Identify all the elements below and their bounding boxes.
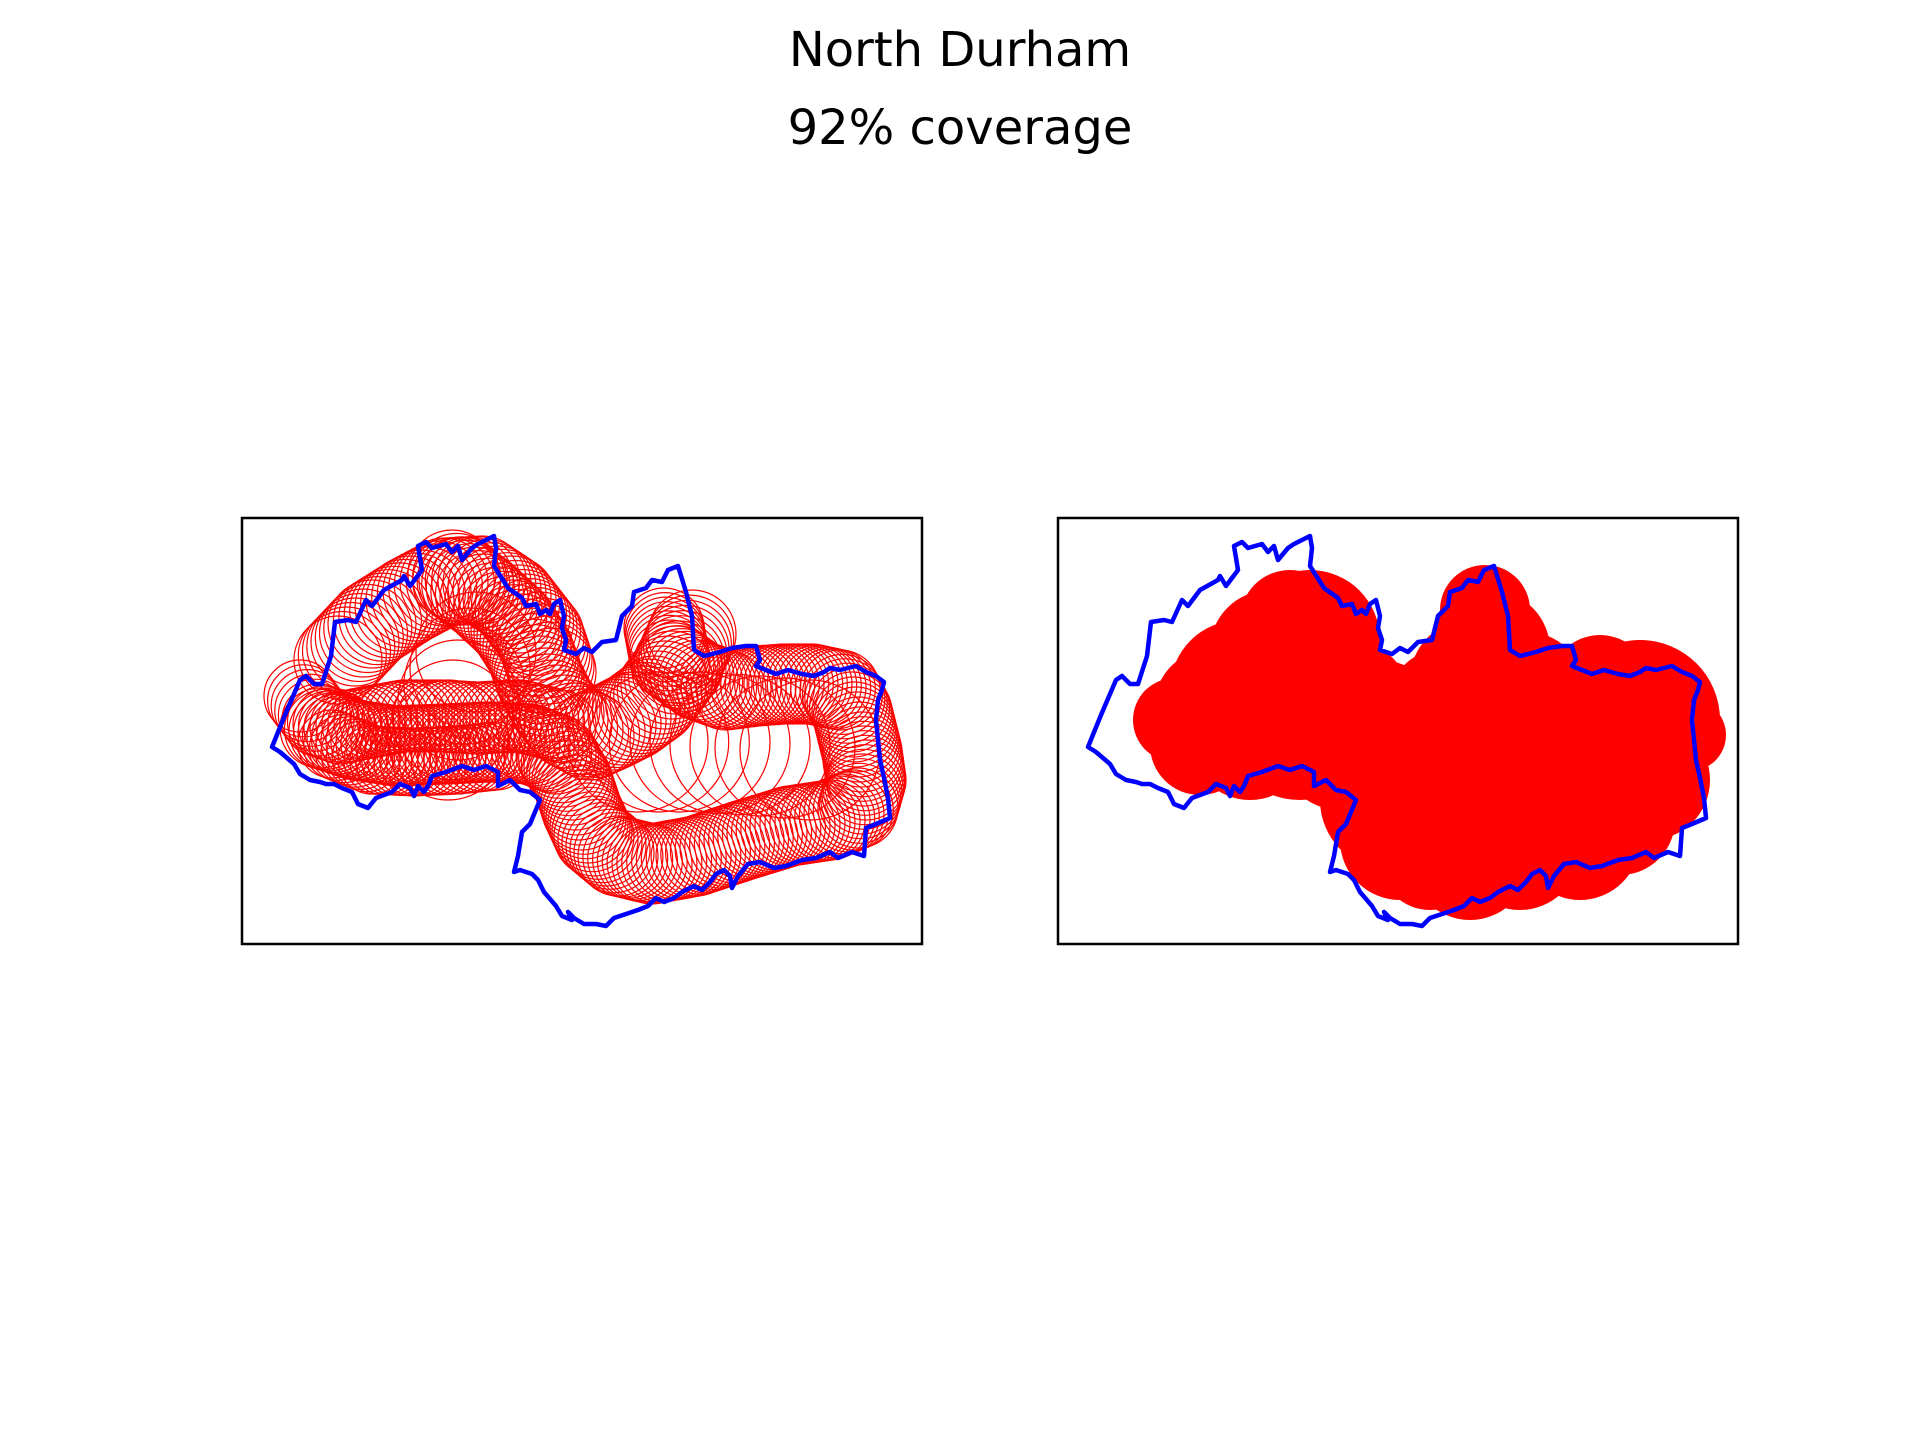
coverage-circle-outline <box>641 627 723 710</box>
coverage-circle-outline <box>818 762 900 844</box>
coverage-circle-fill <box>1600 640 1680 720</box>
coverage-circle-outline <box>633 622 715 704</box>
coverage-circle-outline <box>608 671 750 813</box>
coverage-circle-outline <box>700 647 782 729</box>
coverage-circle-outline <box>349 565 439 655</box>
coverage-circle-outline <box>267 664 341 738</box>
coverage-circle-outline <box>650 816 732 898</box>
coverage-circle-outline <box>323 583 413 674</box>
coverage-circle-outline <box>606 822 688 904</box>
coverage-circle-outline <box>645 594 735 684</box>
coverage-circle-outline <box>657 639 739 721</box>
coverage-circle-outline <box>804 658 886 740</box>
coverage-circle-outline <box>376 549 466 639</box>
panel-frame-right <box>1056 516 1740 946</box>
coverage-circle-outline <box>360 558 450 649</box>
coverage-circle-outline <box>314 592 404 683</box>
coverage-circle-outline <box>627 630 717 720</box>
coverage-circle-outline <box>649 672 791 814</box>
panel-frame-left <box>240 516 924 946</box>
coverage-circle-outline <box>409 607 531 729</box>
coverage-circle-outline <box>523 726 605 808</box>
coverage-circle-outline <box>817 767 899 849</box>
district-boundary-right <box>1085 533 1709 929</box>
coverage-circle-fill <box>1280 720 1360 800</box>
coverage-circle-outline <box>821 753 903 835</box>
outline-circles-panel <box>240 516 924 946</box>
coverage-circle-outline <box>689 675 831 817</box>
coverage-circle-outline <box>523 689 597 763</box>
coverage-circle-outline <box>596 819 679 902</box>
coverage-circle-outline <box>392 659 514 781</box>
coverage-circle-outline <box>806 662 888 744</box>
coverage-circle-outline <box>354 562 444 652</box>
coverage-circle-outline <box>397 639 519 761</box>
figure-title: North Durham <box>788 22 1132 78</box>
coverage-circle-outline <box>387 679 509 801</box>
coverage-circle-outline <box>549 786 631 868</box>
coverage-circle-outline <box>477 568 568 659</box>
coverage-circle-fill <box>1150 695 1250 795</box>
coverage-circle-outline <box>588 671 730 813</box>
coverage-circle-outline <box>481 573 571 663</box>
coverage-circle-outline <box>567 681 657 771</box>
coverage-circle-outline <box>620 640 710 730</box>
coverage-circle-outline <box>676 646 758 728</box>
coverage-circle-outline <box>518 717 600 799</box>
coverage-circle-outline <box>301 694 384 777</box>
coverage-circle-outline <box>820 758 902 840</box>
coverage-circle-outline <box>415 591 537 713</box>
coverage-circle-outline <box>730 790 813 873</box>
coverage-circle-outlines <box>263 529 907 905</box>
coverage-circle-outline <box>623 587 705 669</box>
coverage-subtitle: 92% coverage <box>787 100 1133 156</box>
coverage-circle-fills <box>1133 565 1726 920</box>
coverage-circle-outline <box>714 677 856 819</box>
coverage-circle-outline <box>567 671 709 813</box>
coverage-circle-outline <box>495 591 585 681</box>
coverage-circle-outline <box>812 676 894 758</box>
coverage-circle-outline <box>403 623 525 745</box>
coverage-circle-fill <box>1530 710 1670 850</box>
coverage-circle-fill <box>1654 699 1726 771</box>
coverage-circle-outline <box>507 627 597 717</box>
coverage-circle-outline <box>462 552 552 642</box>
coverage-circle-outline <box>371 552 461 642</box>
filled-circles-panel <box>1056 516 1740 946</box>
district-boundary-left <box>269 533 893 929</box>
coverage-circle-outline <box>669 674 811 816</box>
coverage-circle-outline <box>504 653 594 743</box>
coverage-circle-fill <box>1390 650 1490 750</box>
coverage-circle-outline <box>327 579 417 669</box>
coverage-circle-outline <box>629 671 771 813</box>
coverage-circle-outline <box>310 597 400 687</box>
coverage-circle-outline <box>545 691 635 781</box>
